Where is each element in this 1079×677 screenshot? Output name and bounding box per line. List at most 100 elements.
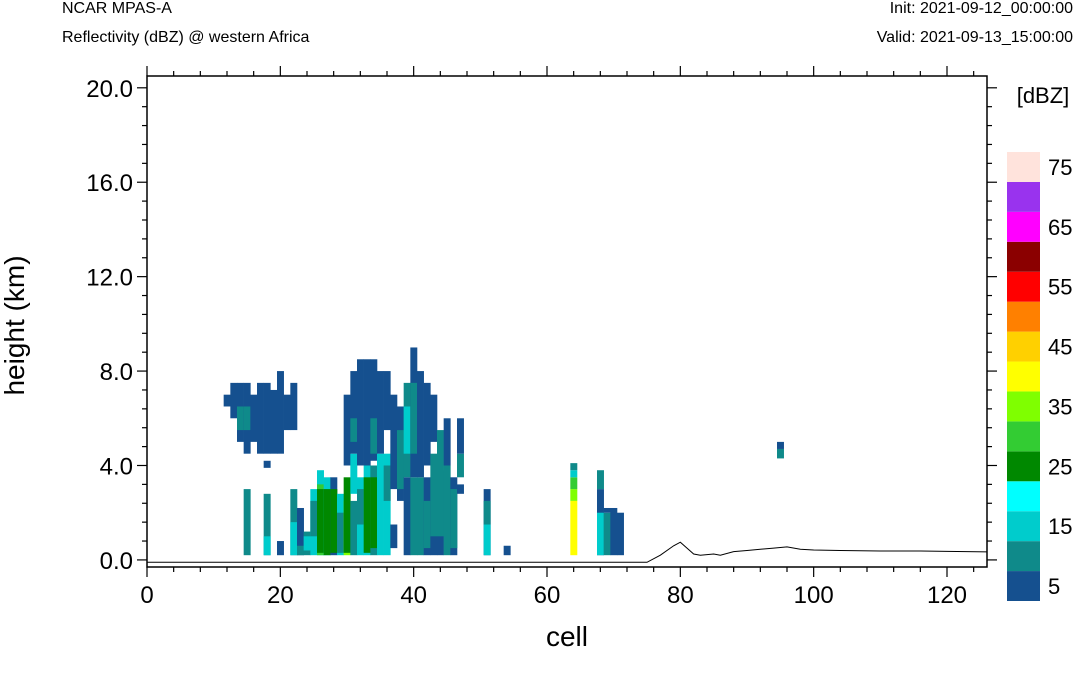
terrain [147, 541, 988, 563]
reflectivity-cell [350, 453, 358, 494]
reflectivity-cell [283, 394, 291, 431]
reflectivity-cell [450, 489, 458, 549]
init-time-label: Init: 2021-09-12_00:00:00 [889, 0, 1073, 17]
reflectivity-cell [243, 489, 251, 556]
reflectivity-cell [777, 448, 784, 459]
reflectivity-cell [603, 507, 611, 513]
reflectivity-cell [570, 500, 578, 556]
reflectivity-cell [570, 489, 578, 501]
y-tick-label: 0.0 [100, 548, 133, 575]
reflectivity-cell [390, 394, 398, 490]
reflectivity-cell [777, 441, 784, 449]
reflectivity-cell [237, 406, 244, 431]
reflectivity-cell [357, 489, 364, 525]
reflectivity-cell [337, 512, 344, 553]
reflectivity-field [223, 347, 784, 556]
reflectivity-cell [483, 500, 491, 525]
colorbar-swatch [1007, 271, 1040, 302]
reflectivity-cell [277, 371, 284, 454]
y-axis-title: height (km) [0, 255, 30, 395]
reflectivity-cell [383, 453, 391, 556]
reflectivity-cell [457, 484, 464, 494]
reflectivity-cell [423, 500, 431, 549]
colorbar-swatch [1007, 181, 1040, 212]
colorbar-label: 35 [1048, 394, 1072, 419]
x-tick-label: 0 [140, 582, 153, 609]
x-tick-label: 60 [534, 582, 561, 609]
colorbar-swatch [1007, 241, 1040, 272]
colorbar-label: 5 [1048, 574, 1060, 599]
colorbar-swatch [1007, 391, 1040, 422]
reflectivity-cell [457, 453, 464, 478]
colorbar: 5 15 25 35 45 55 65 75 [1007, 152, 1072, 601]
y-tick-label: 16.0 [86, 170, 133, 197]
reflectivity-cell [270, 389, 278, 454]
reflectivity-cell [437, 430, 444, 537]
reflectivity-cell [457, 418, 464, 454]
colorbar-label: 45 [1048, 335, 1072, 360]
reflectivity-cell [290, 382, 298, 431]
reflectivity-cell [303, 536, 311, 551]
reflectivity-cell [610, 507, 618, 556]
y-axis: 0.0 4.0 8.0 12.0 16.0 20.0 [86, 76, 997, 575]
reflectivity-cell [617, 512, 624, 556]
reflectivity-cell [257, 382, 264, 454]
x-tick-label: 20 [267, 582, 294, 609]
reflectivity-cell [350, 500, 358, 556]
reflectivity-cell [357, 359, 364, 466]
x-axis: 0 20 40 60 80 100 120 [140, 66, 975, 609]
reflectivity-cell [263, 493, 271, 556]
reflectivity-cell [430, 394, 438, 442]
y-tick-label: 20.0 [86, 76, 133, 103]
reflectivity-cell [277, 541, 284, 556]
reflectivity-cell [570, 477, 578, 490]
colorbar-swatch [1007, 511, 1040, 542]
x-tick-label: 40 [400, 582, 427, 609]
chart-title: NCAR MPAS-A [62, 0, 172, 17]
reflectivity-cell [310, 500, 318, 537]
reflectivity-cell [417, 371, 424, 478]
reflectivity-cell [363, 477, 371, 553]
y-tick-label: 4.0 [100, 453, 133, 480]
plot-frame [146, 75, 988, 568]
colorbar-label: 15 [1048, 514, 1072, 539]
reflectivity-cell [350, 371, 358, 454]
reflectivity-cell [343, 477, 351, 553]
reflectivity-cell [263, 536, 271, 556]
reflectivity-cell [290, 522, 298, 556]
reflectivity-cell [430, 453, 438, 537]
reflectivity-cell [263, 382, 271, 454]
reflectivity-cell [370, 359, 378, 461]
terrain-line [147, 541, 988, 563]
colorbar-swatch [1007, 301, 1040, 332]
reflectivity-cell [403, 406, 411, 454]
reflectivity-cell [410, 382, 418, 454]
valid-time-label: Valid: 2021-09-13_15:00:00 [876, 29, 1073, 46]
chart-subtitle: Reflectivity (dBZ) @ western Africa [62, 29, 310, 46]
reflectivity-cell [417, 477, 424, 556]
reflectivity-cell [603, 512, 611, 556]
x-tick-label: 100 [794, 582, 834, 609]
reflectivity-cell [383, 371, 391, 431]
colorbar-swatch [1007, 451, 1040, 482]
colorbar-swatch [1007, 152, 1040, 182]
reflectivity-cell [350, 418, 358, 442]
reflectivity-cell [383, 465, 391, 501]
reflectivity-cell [297, 507, 304, 556]
colorbar-swatch [1007, 541, 1040, 572]
reflectivity-cell [443, 418, 451, 466]
reflectivity-cell [370, 418, 378, 454]
x-tick-label: 80 [667, 582, 694, 609]
colorbar-label: 65 [1048, 215, 1072, 240]
reflectivity-cell [423, 382, 431, 466]
reflectivity-cell [377, 453, 384, 556]
colorbar-swatch [1007, 361, 1040, 392]
y-tick-label: 8.0 [100, 359, 133, 386]
colorbar-label: 55 [1048, 275, 1072, 300]
reflectivity-cell [570, 463, 578, 471]
reflectivity-cell [483, 524, 491, 556]
colorbar-swatch [1007, 481, 1040, 512]
colorbar-label: 75 [1048, 155, 1072, 180]
reflectivity-cell [363, 359, 371, 466]
